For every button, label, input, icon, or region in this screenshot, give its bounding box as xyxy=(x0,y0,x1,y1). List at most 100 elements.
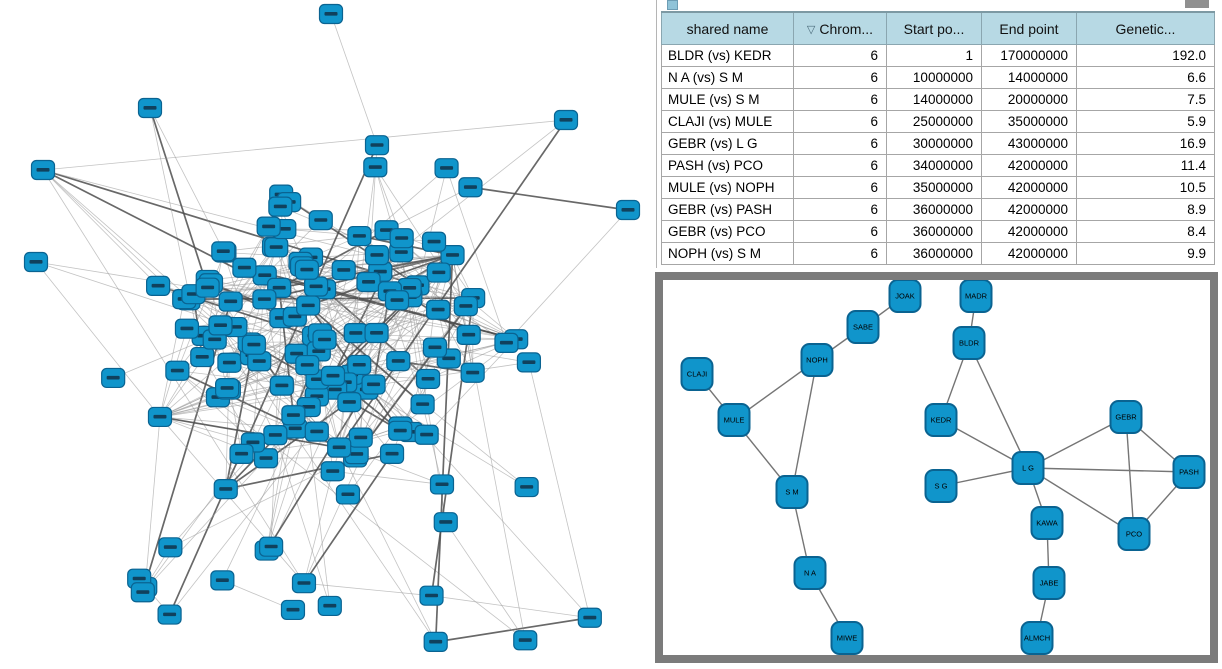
table-row[interactable]: MULE (vs) S M 6 14000000 20000000 7.5 xyxy=(661,88,1215,111)
network-node[interactable] xyxy=(553,109,579,131)
network-node[interactable] xyxy=(211,241,236,262)
network-node[interactable] xyxy=(456,324,481,345)
graph-node-N-A[interactable]: N A xyxy=(793,556,827,590)
network-node[interactable] xyxy=(269,375,294,396)
table-row[interactable]: BLDR (vs) KEDR 6 1 170000000 192.0 xyxy=(661,44,1215,67)
network-node[interactable] xyxy=(210,570,235,591)
main-network-panel[interactable] xyxy=(0,0,654,669)
graph-node-ALMCH[interactable]: ALMCH xyxy=(1020,621,1054,655)
network-node[interactable] xyxy=(30,159,56,181)
network-node[interactable] xyxy=(426,299,451,320)
network-node[interactable] xyxy=(433,512,458,533)
graph-node-MADR[interactable]: MADR xyxy=(959,280,993,313)
filter-icon[interactable]: ▽ xyxy=(806,23,816,36)
table-row[interactable]: GEBR (vs) L G 6 30000000 43000000 16.9 xyxy=(661,132,1215,155)
graph-node-JOAK[interactable]: JOAK xyxy=(888,280,922,313)
graph-node-GEBR[interactable]: GEBR xyxy=(1109,400,1143,434)
network-node[interactable] xyxy=(247,351,272,372)
network-node[interactable] xyxy=(280,599,306,621)
graph-node-PASH[interactable]: PASH xyxy=(1172,455,1206,489)
network-node[interactable] xyxy=(421,231,447,252)
graph-node-KAWA[interactable]: KAWA xyxy=(1030,506,1064,540)
network-node[interactable] xyxy=(229,443,254,464)
table-row[interactable]: NOPH (vs) S M 6 36000000 42000000 9.9 xyxy=(661,242,1215,265)
network-node[interactable] xyxy=(348,427,373,448)
network-node[interactable] xyxy=(218,291,243,312)
network-node[interactable] xyxy=(308,210,333,231)
network-node[interactable] xyxy=(174,318,200,339)
subnetwork-panel[interactable]: JOAK SABE NOPH CLAJI MULE S M N A MIWE MADR BLDR K… xyxy=(655,272,1218,663)
column-header-chromosome[interactable]: ▽ Chrom... xyxy=(793,11,887,45)
network-node[interactable] xyxy=(414,424,439,445)
network-node[interactable] xyxy=(429,474,455,495)
graph-edge-GEBR-PCO[interactable] xyxy=(1125,416,1135,535)
network-node[interactable] xyxy=(320,365,346,387)
network-node[interactable] xyxy=(423,631,448,653)
graph-node-BLDR[interactable]: BLDR xyxy=(952,326,986,360)
network-node[interactable] xyxy=(327,437,352,458)
network-node[interactable] xyxy=(410,394,435,415)
column-header-end-point[interactable]: End point xyxy=(981,11,1077,45)
graph-node-CLAJI[interactable]: CLAJI xyxy=(680,357,714,391)
network-node[interactable] xyxy=(516,352,542,373)
graph-edge-L G-PASH[interactable] xyxy=(1027,467,1190,473)
network-node[interactable] xyxy=(147,406,173,428)
network-node[interactable] xyxy=(356,271,381,293)
network-node[interactable] xyxy=(23,251,49,273)
network-node[interactable] xyxy=(494,332,519,353)
network-node[interactable] xyxy=(384,290,410,311)
network-node[interactable] xyxy=(364,322,389,344)
network-node[interactable] xyxy=(513,630,538,651)
network-node[interactable] xyxy=(364,135,390,156)
table-row[interactable]: GEBR (vs) PCO 6 36000000 42000000 8.4 xyxy=(661,220,1215,243)
graph-node-S-M[interactable]: S M xyxy=(775,475,809,509)
table-row[interactable]: GEBR (vs) PASH 6 36000000 42000000 8.9 xyxy=(661,198,1215,221)
network-node[interactable] xyxy=(337,391,362,413)
network-node[interactable] xyxy=(157,604,182,625)
network-node[interactable] xyxy=(577,607,602,628)
network-node[interactable] xyxy=(294,259,319,280)
network-node[interactable] xyxy=(331,260,356,281)
column-header-genetic[interactable]: Genetic... xyxy=(1076,11,1215,45)
network-node[interactable] xyxy=(458,177,483,198)
network-node[interactable] xyxy=(146,275,171,297)
graph-node-JABE[interactable]: JABE xyxy=(1032,566,1066,600)
network-node[interactable] xyxy=(434,158,459,179)
network-node[interactable] xyxy=(195,277,220,298)
network-node[interactable] xyxy=(363,157,388,178)
network-node[interactable] xyxy=(514,476,539,498)
network-node[interactable] xyxy=(165,360,190,381)
network-node[interactable] xyxy=(320,461,345,482)
network-node[interactable] xyxy=(295,354,320,376)
network-node[interactable] xyxy=(347,354,372,376)
network-node[interactable] xyxy=(291,573,317,594)
network-node[interactable] xyxy=(241,334,266,355)
network-node[interactable] xyxy=(318,3,344,25)
network-node[interactable] xyxy=(426,262,451,283)
network-node[interactable] xyxy=(422,337,448,358)
network-node[interactable] xyxy=(264,237,289,258)
network-node[interactable] xyxy=(419,585,444,606)
network-node[interactable] xyxy=(379,443,405,464)
network-node[interactable] xyxy=(317,595,342,617)
network-node[interactable] xyxy=(361,374,386,395)
network-node[interactable] xyxy=(215,377,240,399)
network-node[interactable] xyxy=(281,405,306,426)
network-node[interactable] xyxy=(343,322,368,344)
network-node[interactable] xyxy=(389,228,414,249)
graph-node-KEDR[interactable]: KEDR xyxy=(924,403,958,437)
network-node[interactable] xyxy=(268,196,293,217)
network-node[interactable] xyxy=(213,478,238,500)
network-node[interactable] xyxy=(364,245,390,266)
network-node[interactable] xyxy=(259,536,284,557)
network-node[interactable] xyxy=(335,484,361,505)
network-node[interactable] xyxy=(388,420,413,441)
network-node[interactable] xyxy=(137,97,163,119)
scrollbar-fragment[interactable] xyxy=(1185,0,1209,8)
network-node[interactable] xyxy=(415,368,441,390)
table-row[interactable]: PASH (vs) PCO 6 34000000 42000000 11.4 xyxy=(661,154,1215,177)
network-node[interactable] xyxy=(453,296,478,317)
network-node[interactable] xyxy=(190,346,215,368)
network-node[interactable] xyxy=(253,448,279,469)
network-node[interactable] xyxy=(460,362,485,383)
